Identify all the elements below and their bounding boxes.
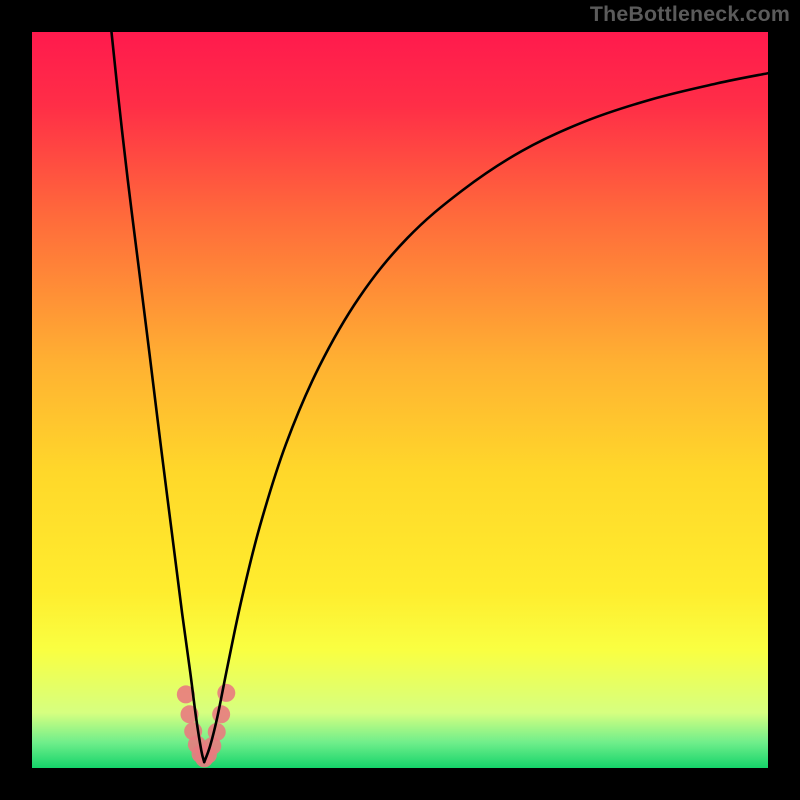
marker-point (208, 723, 226, 741)
watermark-text: TheBottleneck.com (590, 2, 790, 27)
marker-point (212, 705, 230, 723)
chart-overlay (0, 0, 800, 800)
curve-right-branch (204, 73, 768, 762)
chart-container: TheBottleneck.com (0, 0, 800, 800)
curve-left-branch (111, 32, 204, 762)
